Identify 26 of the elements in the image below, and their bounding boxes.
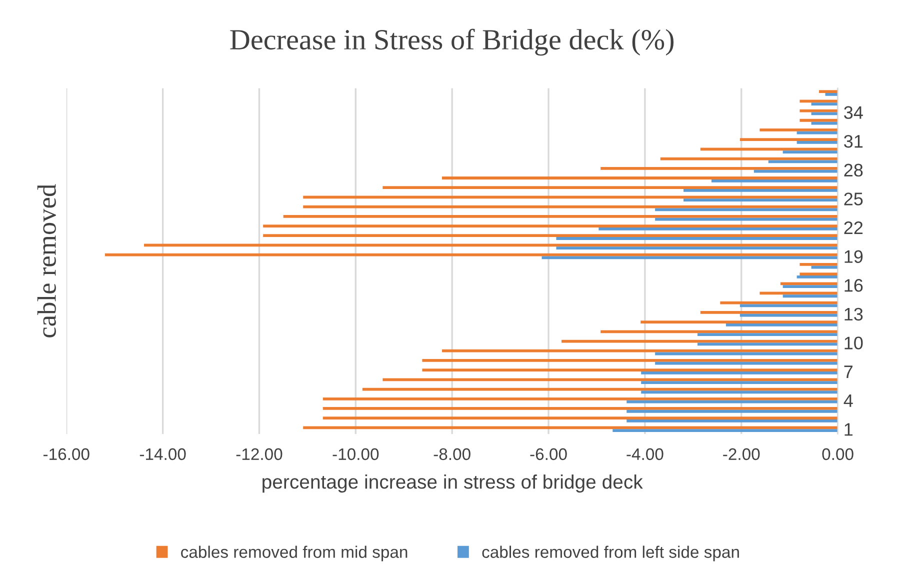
x-tick-label: -4.00 [626,448,664,460]
y-tick-label: 34 [844,106,863,119]
legend-label: cables removed from mid span [181,546,408,562]
y-tick-label: 19 [844,250,863,263]
x-tick-label: -10.00 [332,448,379,460]
x-axis-title: percentage increase in stress of bridge deck [262,474,643,493]
x-tick-label: -16.00 [43,448,90,460]
x-tick-label: -2.00 [723,448,760,460]
x-tick-label: -6.00 [530,448,567,460]
y-tick-label: 7 [844,366,852,378]
x-tick-label: -14.00 [140,448,186,460]
y-tick-label: 28 [844,164,863,177]
x-tick-label: 0.00 [822,448,854,460]
legend-label: cables removed from left side span [482,546,739,562]
y-tick-label: 25 [844,192,863,206]
x-tick-label: -12.00 [236,448,282,460]
y-tick-label: 31 [844,134,863,148]
y-tick-label: 13 [844,308,863,321]
y-tick-label: 16 [844,279,863,292]
y-tick-label: 4 [844,394,853,407]
y-tick-label: 22 [844,221,863,234]
y-axis-title: cable removed [37,184,56,338]
chart-title: Decrease in Stress of Bridge deck (%) [230,28,674,56]
y-tick-label: 10 [844,336,863,350]
x-tick-label: -8.00 [434,448,470,460]
y-tick-label: 1 [844,423,853,436]
